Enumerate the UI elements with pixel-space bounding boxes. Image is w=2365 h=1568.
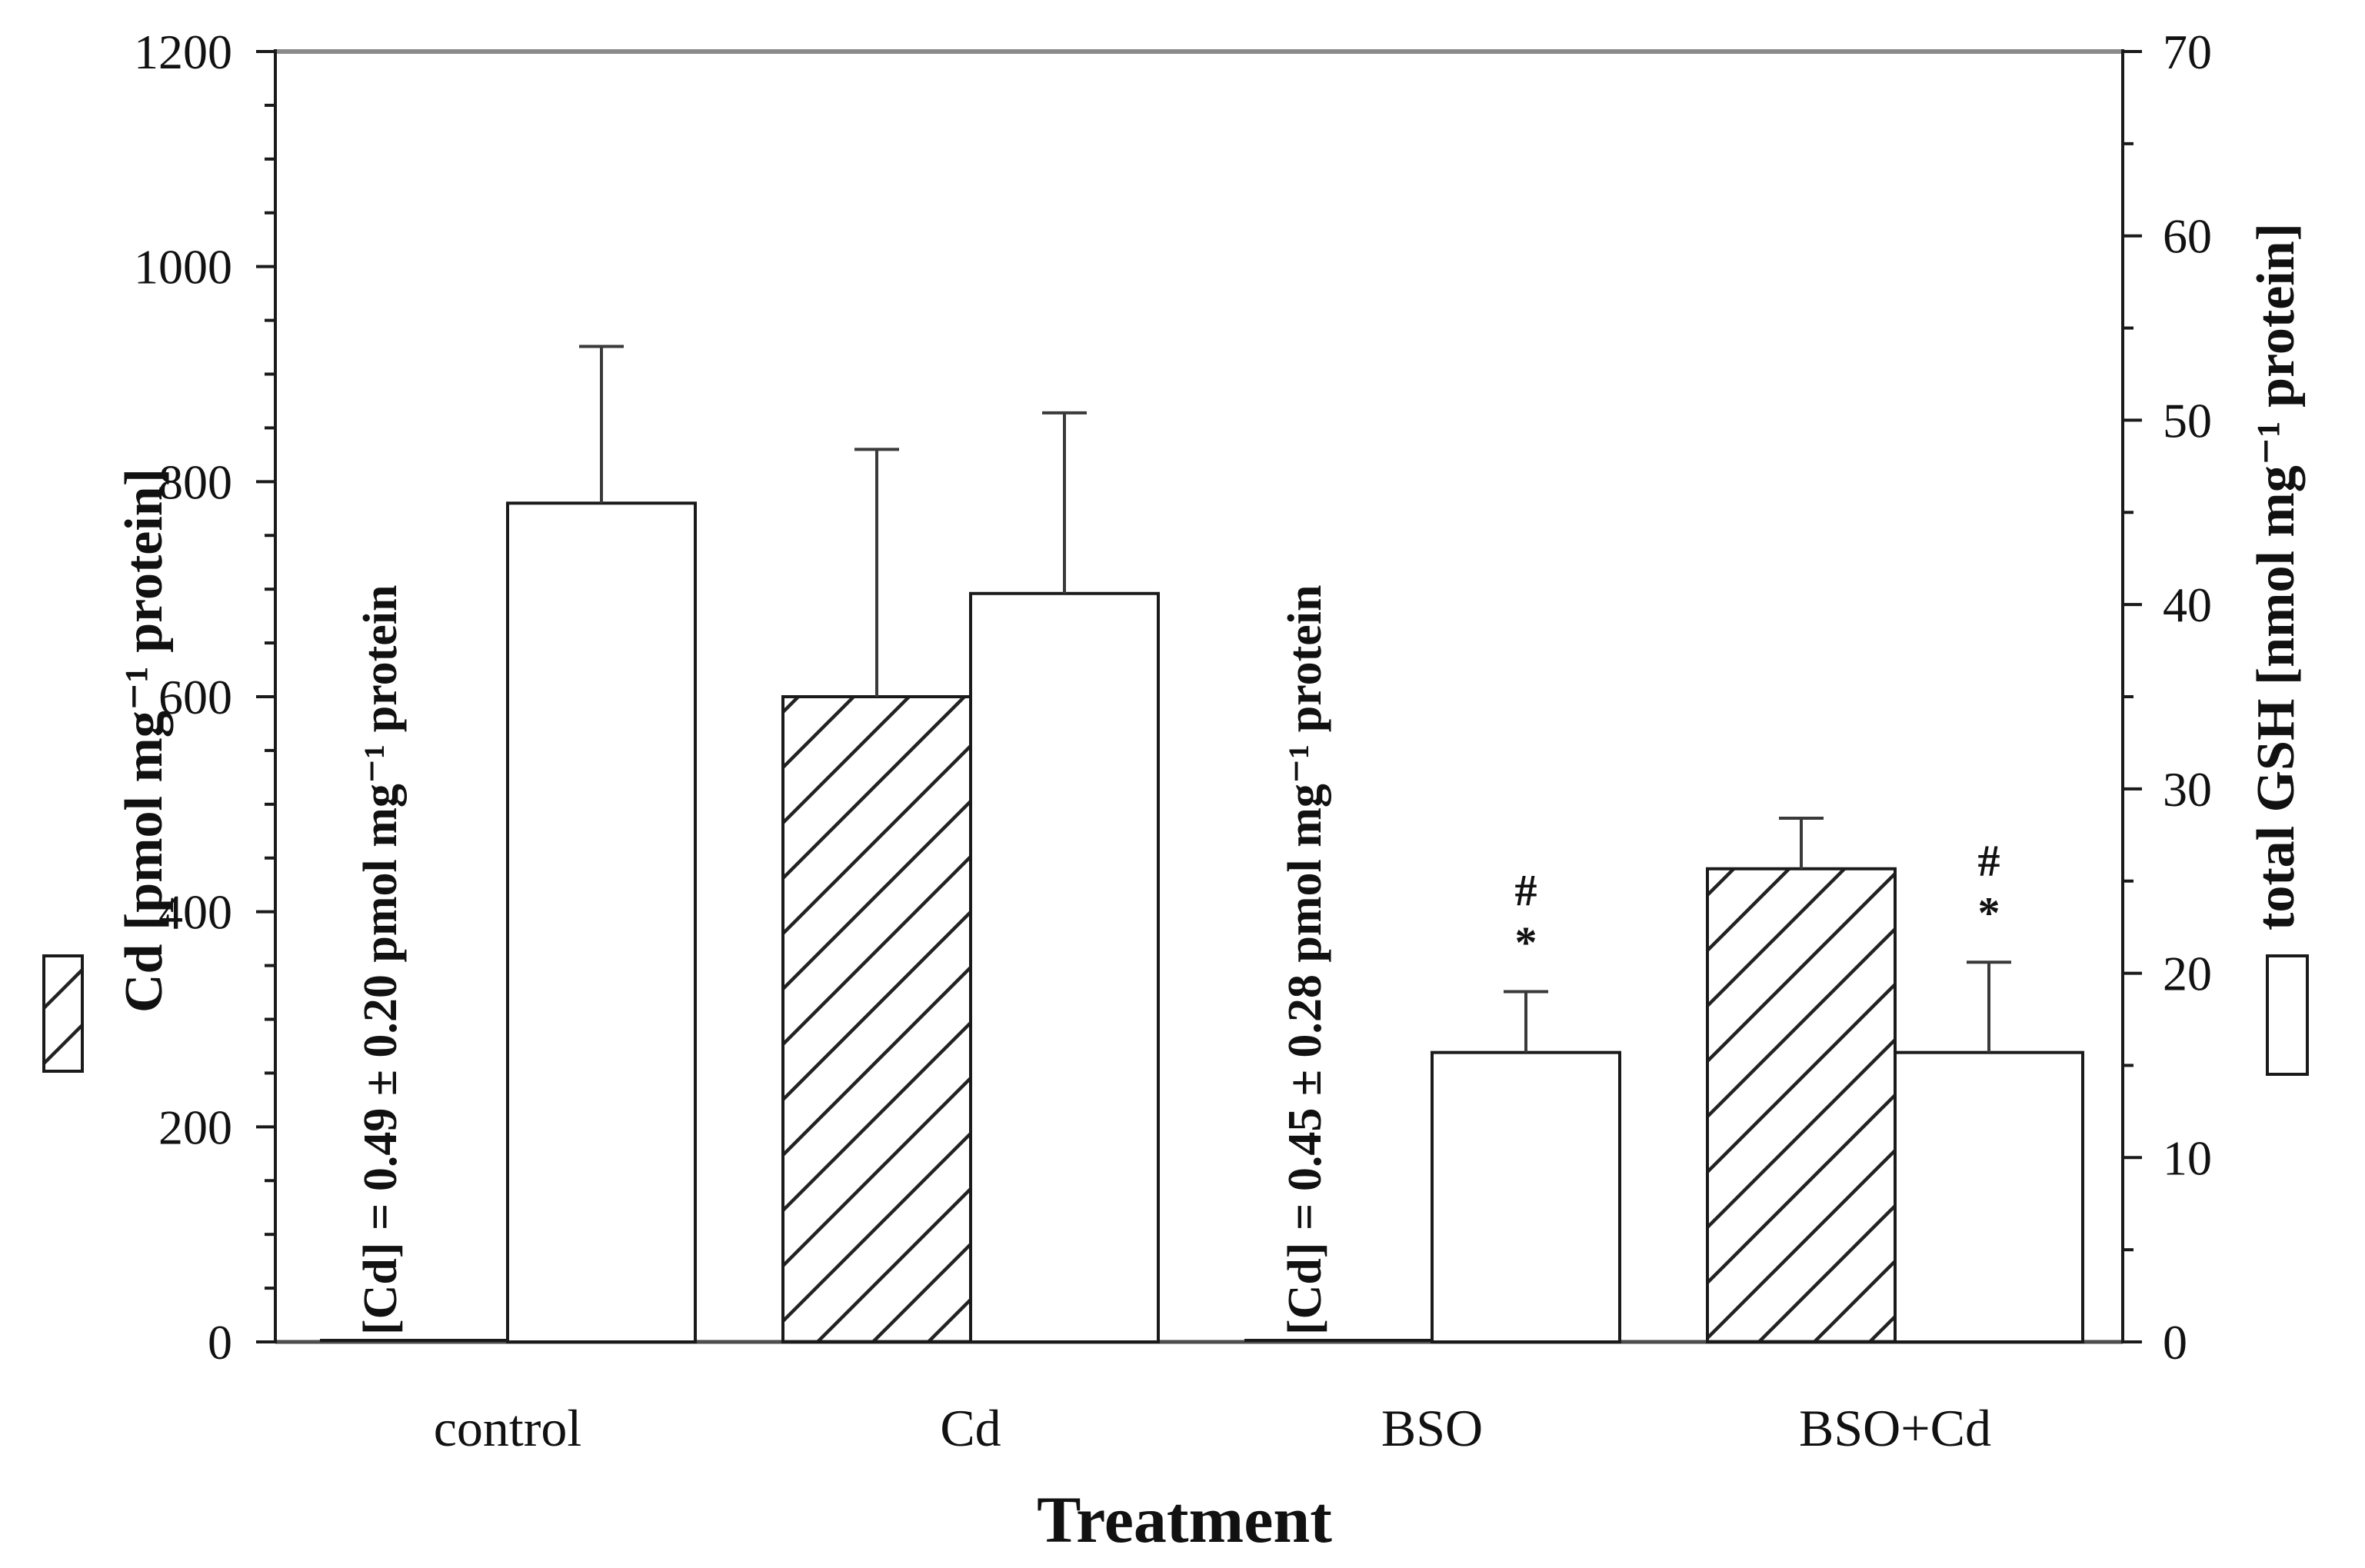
right-tick-label: 50 <box>2163 393 2212 448</box>
category-label-cd: Cd <box>940 1399 1001 1457</box>
bars: [Cd] = 0.49 ± 0.20 pmol mg⁻¹ protein [Cd]… <box>320 345 2084 1343</box>
significance-star: * <box>1978 888 2000 938</box>
bar-total-gsh-control <box>506 501 697 1343</box>
x-axis-labels: control Cd BSO BSO+Cd Treatment <box>434 1399 1991 1556</box>
right-tick-label: 30 <box>2163 762 2212 817</box>
cd-below-detection-note: [Cd] = 0.49 ± 0.20 pmol mg⁻¹ protein <box>355 585 407 1335</box>
left-tick-label: 1200 <box>134 25 232 79</box>
significance-hash: # <box>1515 865 1537 915</box>
right-tick-label: 70 <box>2163 25 2212 79</box>
legend-hatched-swatch-cd <box>42 954 84 1073</box>
right-tick-label: 20 <box>2163 947 2212 1001</box>
significance-hash: # <box>1978 836 2000 886</box>
category-label-bso: BSO <box>1381 1399 1483 1457</box>
left-axis: 0 200 400 600 800 1000 1200 <box>134 25 275 1370</box>
left-tick-label: 600 <box>158 670 232 724</box>
significance-star: * <box>1515 917 1537 967</box>
right-axis-title: total GSH [nmol mg⁻¹ protein] <box>2247 223 2306 930</box>
left-tick-label: 1000 <box>134 240 232 295</box>
left-tick-label: 0 <box>208 1315 232 1370</box>
category-label-control: control <box>434 1399 582 1457</box>
bar-cd-bso+cd <box>1706 867 1897 1343</box>
left-tick-label: 800 <box>158 454 232 509</box>
legend-open-swatch-gsh <box>2266 954 2309 1076</box>
x-axis-title: Treatment <box>1037 1483 1332 1556</box>
bar-cd-cd <box>781 695 972 1343</box>
right-axis: 0 10 20 30 40 50 60 70 <box>2123 25 2212 1370</box>
right-tick-label: 0 <box>2163 1315 2187 1370</box>
cd-below-detection-note: [Cd] = 0.45 ± 0.28 pmol mg⁻¹ protein <box>1279 585 1331 1335</box>
right-tick-label: 60 <box>2163 209 2212 264</box>
legend <box>42 954 2309 1076</box>
right-tick-label: 40 <box>2163 578 2212 632</box>
right-tick-label: 10 <box>2163 1130 2212 1185</box>
near-zero-bar <box>320 1339 508 1342</box>
bar-total-gsh-bso+cd <box>1894 1050 2084 1343</box>
bar-total-gsh-cd <box>969 591 1160 1343</box>
left-axis-title: Cd [pmol mg⁻¹ protein] <box>115 468 174 1013</box>
left-tick-label: 200 <box>158 1100 232 1154</box>
left-tick-label: 400 <box>158 885 232 940</box>
bar-total-gsh-bso <box>1431 1050 1621 1343</box>
near-zero-bar <box>1244 1339 1432 1342</box>
category-label-bso+cd: BSO+Cd <box>1799 1399 1991 1457</box>
